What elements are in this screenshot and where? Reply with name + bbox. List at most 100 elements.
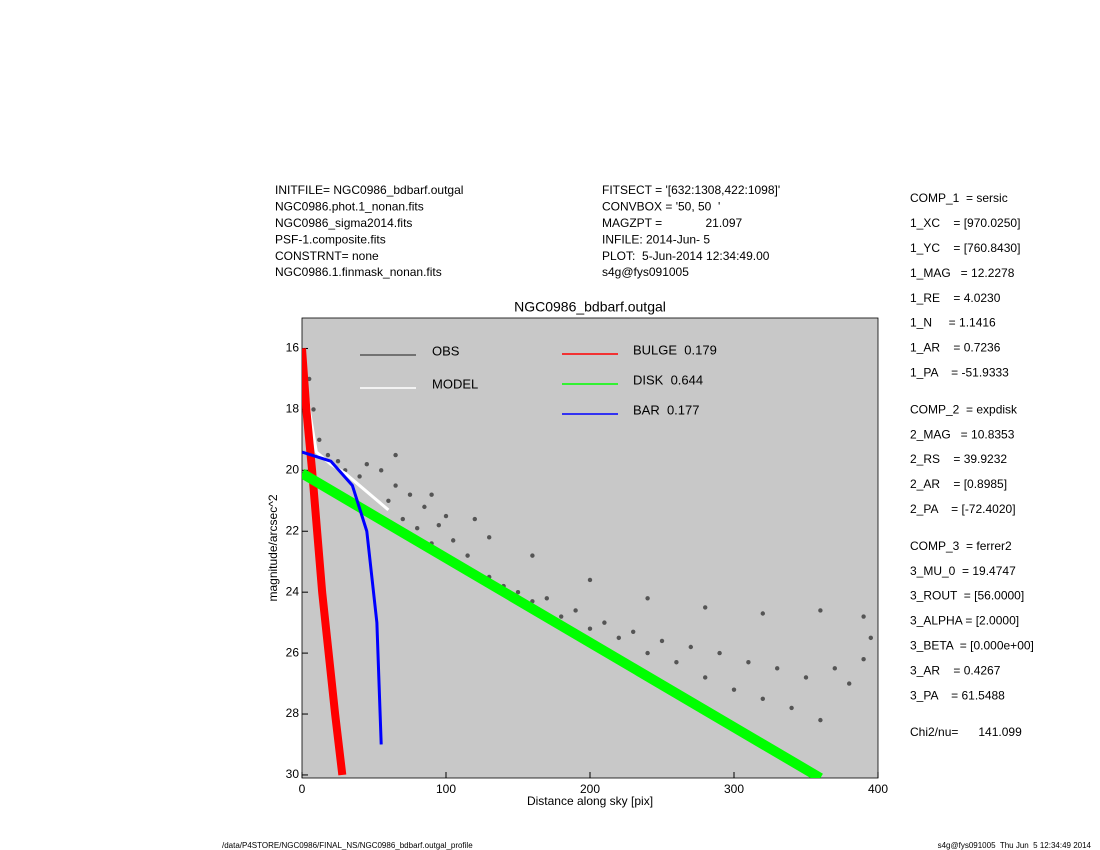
parameter: 1_RE = 4.0230 [910, 291, 1001, 305]
obs-point [515, 589, 521, 595]
parameter: 1_N = 1.1416 [910, 316, 996, 330]
y-tick-label: 30 [286, 767, 300, 781]
obs-point [847, 681, 852, 686]
obs-point [311, 407, 316, 412]
obs-point [357, 474, 362, 479]
obs-point [544, 596, 549, 601]
obs-point [631, 629, 636, 634]
y-tick-label: 22 [286, 523, 300, 537]
obs-point [422, 504, 427, 510]
parameter: 1_AR = 0.7236 [910, 341, 1001, 355]
info-left: NGC0986_sigma2014.fits [275, 216, 412, 230]
parameter: 1_PA = -51.9333 [910, 365, 1009, 379]
parameter: 2_AR = [0.8985] [910, 477, 1007, 491]
obs-point [861, 656, 866, 662]
obs-point [731, 687, 737, 692]
obs-point [587, 577, 593, 583]
plot-area [301, 317, 879, 779]
info-left: NGC0986.phot.1_nonan.fits [275, 200, 424, 214]
obs-point [760, 611, 765, 616]
obs-point [818, 717, 823, 723]
x-tick-label: 400 [868, 782, 888, 796]
profile-line [302, 469, 823, 778]
obs-point [674, 660, 679, 665]
obs-point [487, 535, 492, 540]
obs-point [530, 553, 535, 558]
obs-point [415, 525, 420, 531]
obs-point [393, 452, 398, 458]
info-left: CONSTRNT= none [275, 249, 379, 263]
parameter: 3_MU_0 = 19.4747 [910, 564, 1016, 578]
obs-point [659, 638, 665, 644]
y-tick-label: 18 [286, 402, 300, 416]
info-center: CONVBOX = '50, 50 ' [602, 200, 720, 214]
info-left: INITFILE= NGC0986_bdbarf.outgal [275, 183, 463, 197]
obs-point [364, 462, 369, 467]
obs-point [868, 635, 873, 641]
parameter: 1_XC = [970.0250] [910, 216, 1020, 230]
parameter: COMP_1 = sersic [910, 191, 1008, 205]
obs-point [443, 513, 449, 519]
obs-point [317, 437, 322, 443]
y-tick-label: 24 [286, 584, 300, 598]
x-axis-label: Distance along sky [pix] [527, 794, 653, 808]
obs-point [407, 492, 413, 497]
obs-point [400, 516, 405, 522]
legend-label: BAR 0.177 [633, 402, 700, 417]
obs-point [465, 553, 470, 558]
legend-label: DISK 0.644 [633, 372, 703, 387]
obs-point [325, 452, 331, 458]
parameter: 3_ALPHA = [2.0000] [910, 614, 1019, 628]
obs-point [688, 644, 693, 650]
parameter: 3_BETA = [0.000e+00] [910, 638, 1034, 652]
obs-point [703, 605, 708, 610]
info-left: PSF-1.composite.fits [275, 232, 386, 246]
y-tick-label: 28 [286, 706, 300, 720]
parameter: 2_RS = 39.9232 [910, 452, 1007, 466]
parameter: Chi2/nu= 141.099 [910, 725, 1022, 739]
obs-point [436, 522, 441, 528]
obs-point [775, 666, 780, 671]
obs-point [602, 620, 607, 625]
obs-point [645, 650, 650, 656]
obs-point [335, 458, 341, 464]
obs-point [746, 660, 751, 665]
legend-label: MODEL [432, 376, 478, 391]
obs-point [818, 608, 823, 613]
obs-point [703, 675, 708, 680]
legend-label: BULGE 0.179 [633, 342, 717, 357]
obs-point [429, 492, 434, 497]
obs-point [386, 498, 391, 503]
profile-line [302, 348, 347, 776]
parameter: 3_ROUT = [56.0000] [910, 589, 1024, 603]
obs-point [573, 608, 578, 613]
info-center: INFILE: 2014-Jun- 5 [602, 232, 710, 246]
footer-left: /data/P4STORE/NGC0986/FINAL_NS/NGC0986_b… [222, 841, 473, 850]
obs-point [587, 626, 593, 631]
y-tick-label: 26 [286, 645, 300, 659]
obs-point [645, 596, 650, 601]
obs-point [379, 468, 384, 473]
obs-point [451, 538, 456, 543]
chart-title: NGC0986_bdbarf.outgal [514, 299, 666, 315]
x-tick-label: 300 [724, 782, 744, 796]
info-center: FITSECT = '[632:1308,422:1098]' [602, 183, 780, 197]
obs-point [861, 614, 866, 619]
obs-point [393, 483, 398, 488]
parameter: 3_AR = 0.4267 [910, 663, 1001, 677]
info-center: MAGZPT = 21.097 [602, 216, 742, 230]
info-center: PLOT: 5-Jun-2014 12:34:49.00 [602, 249, 770, 263]
obs-point [832, 666, 837, 671]
profile-line [302, 450, 383, 745]
parameter: 2_MAG = 10.8353 [910, 427, 1015, 441]
obs-point [789, 705, 794, 711]
x-tick-label: 100 [436, 782, 456, 796]
legend-label: OBS [432, 343, 460, 358]
info-left: NGC0986.1.finmask_nonan.fits [275, 265, 442, 279]
parameter: 1_MAG = 12.2278 [910, 266, 1015, 280]
obs-point [760, 696, 765, 701]
obs-point [559, 614, 564, 619]
y-axis-label: magnitude/arcsec^2 [266, 494, 280, 601]
